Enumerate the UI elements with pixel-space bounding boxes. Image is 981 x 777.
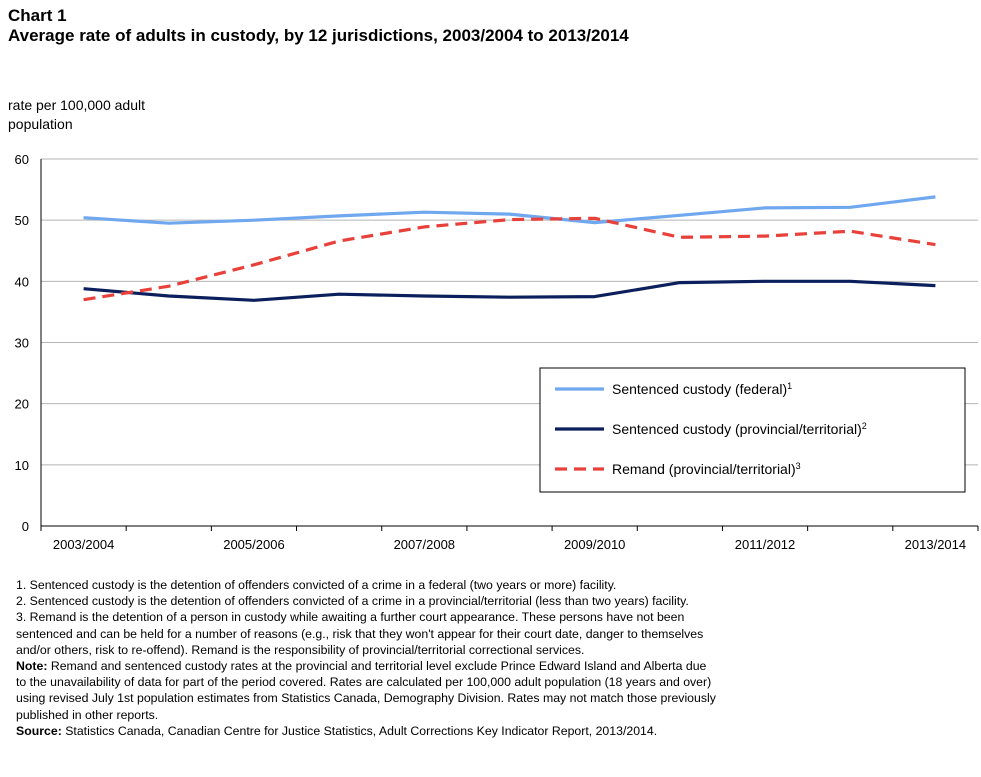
y-tick-label: 50 xyxy=(15,213,29,228)
legend-label-2: Sentenced custody (provincial/territoria… xyxy=(612,421,867,437)
y-axis-label-line-2: population xyxy=(8,116,73,132)
y-axis-label-line-1: rate per 100,000 adult xyxy=(8,97,145,113)
footnote-1: 1. Sentenced custody is the detention of… xyxy=(16,578,617,592)
y-tick-label: 10 xyxy=(15,458,29,473)
x-tick-label: 2003/2004 xyxy=(53,537,114,552)
footnote-3-line-1: 3. Remand is the detention of a person i… xyxy=(16,610,685,625)
line-chart: 0 10 20 30 40 50 60 2003/2004 2005/2006 2007/2008… xyxy=(15,152,979,552)
source-text: Statistics Canada, Canadian Centre for J… xyxy=(61,723,658,738)
chart-title: Average rate of adults in custody, by 12… xyxy=(8,26,629,45)
y-tick-label: 20 xyxy=(15,397,29,412)
footnotes: 1. Sentenced custody is the detention of… xyxy=(16,577,966,739)
legend-label-3: Remand (provincial/territorial)3 xyxy=(612,461,801,477)
source-line: Source: Statistics Canada, Canadian Cent… xyxy=(16,723,966,739)
y-tick-label: 30 xyxy=(15,336,29,351)
note-line-4: published in other reports. xyxy=(16,707,159,722)
y-tick-label: 40 xyxy=(15,274,29,289)
note-line-2: to the unavailability of data for part o… xyxy=(16,675,712,690)
note-text: Remand and sentenced custody rates at th… xyxy=(47,659,707,674)
x-tick-label: 2007/2008 xyxy=(394,537,455,552)
legend-footnote-marker: 3 xyxy=(796,461,801,471)
chart-label: Chart 1 xyxy=(8,6,67,25)
x-tick-label: 2009/2010 xyxy=(564,537,625,552)
footnote-3-line-3: and/or others, risk to re-offend). Reman… xyxy=(16,642,585,657)
title-block: Chart 1 Average rate of adults in custod… xyxy=(8,6,968,46)
series-line-2 xyxy=(83,279,936,302)
legend-footnote-marker: 2 xyxy=(862,421,867,431)
x-tick-label: 2005/2006 xyxy=(223,537,284,552)
legend-box xyxy=(539,367,966,493)
x-tick-label: 2013/2014 xyxy=(905,537,966,552)
y-tick-label: 0 xyxy=(22,519,29,534)
series-line-1 xyxy=(83,195,936,225)
footnote-3-line-2: sentenced and can be held for a number o… xyxy=(16,626,704,641)
x-tick-label: 2011/2012 xyxy=(735,537,796,552)
legend-label-1: Sentenced custody (federal)1 xyxy=(612,381,792,397)
note-line-1: Note: Remand and sentenced custody rates… xyxy=(16,658,966,674)
y-tick-label: 60 xyxy=(15,152,29,167)
source-label: Source: xyxy=(16,723,62,738)
y-axis-label: rate per 100,000 adult population xyxy=(8,96,208,134)
note-line-3: using revised July 1st population estima… xyxy=(16,691,716,706)
footnote-2: 2. Sentenced custody is the detention of… xyxy=(16,594,689,609)
legend-footnote-marker: 1 xyxy=(787,381,792,391)
series-line-3 xyxy=(83,216,936,302)
note-label: Note: xyxy=(16,659,48,674)
